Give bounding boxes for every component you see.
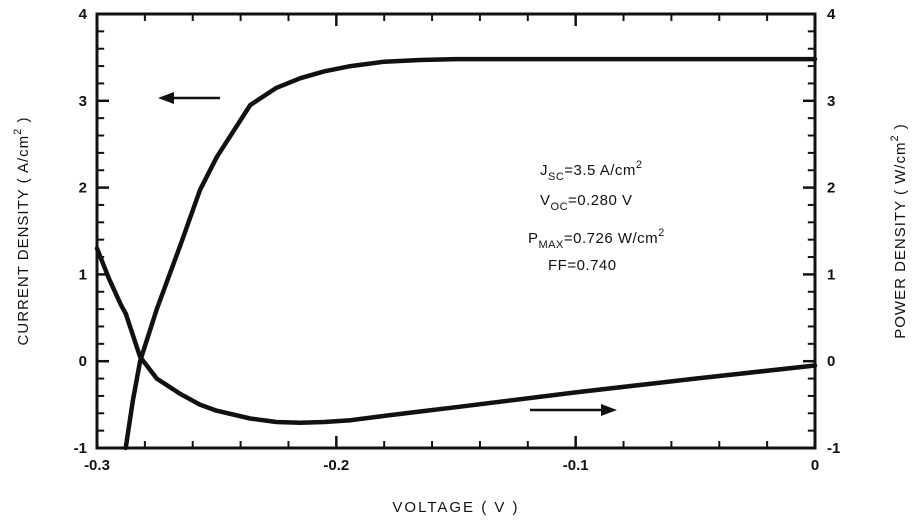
y-tick-label: 4 xyxy=(827,6,836,23)
text-part: 2 xyxy=(636,159,643,171)
x-tick-label: 0 xyxy=(811,457,819,474)
series-line xyxy=(94,246,818,426)
y-tick-label: 2 xyxy=(827,180,835,197)
text-part: P xyxy=(528,230,539,247)
text-part: POWER DENSITY ( W/cm xyxy=(892,142,909,339)
annotation: PMAX=0.726 W/cm2 xyxy=(528,227,665,251)
y-tick-label: 4 xyxy=(79,6,88,23)
y-tick-label: 1 xyxy=(79,266,87,283)
text-part: J xyxy=(540,162,548,179)
text-part: SC xyxy=(548,171,564,183)
text-part: 2 xyxy=(889,134,901,141)
annotation: FF=0.740 xyxy=(548,257,617,274)
y-tick-label: 0 xyxy=(79,353,87,370)
x-axis-label: VOLTAGE ( V ) xyxy=(392,499,519,516)
right-arrow xyxy=(530,404,617,416)
annotation: VOC=0.280 V xyxy=(540,192,632,213)
text-part: MAX xyxy=(539,239,565,251)
y-tick-label: 0 xyxy=(827,353,835,370)
text-part: VOLTAGE ( V ) xyxy=(392,499,519,516)
x-tick-label: -0.1 xyxy=(563,457,589,474)
text-part: OC xyxy=(551,201,569,213)
y2-axis-label: POWER DENSITY ( W/cm2 ) xyxy=(889,123,909,339)
y-tick-label: -1 xyxy=(74,440,87,457)
text-part: ) xyxy=(15,117,32,128)
text-part: V xyxy=(540,192,551,209)
text-part: CURRENT DENSITY ( A/cm xyxy=(15,135,32,346)
y-tick-label: 1 xyxy=(827,266,835,283)
text-part: =3.5 A/cm xyxy=(564,162,636,179)
y-axis-label: CURRENT DENSITY ( A/cm2 ) xyxy=(12,117,32,346)
text-part: ) xyxy=(892,123,909,134)
text-part: 2 xyxy=(12,128,24,135)
x-tick-label: -0.2 xyxy=(323,457,349,474)
left-arrow xyxy=(158,92,220,104)
y-tick-label: 2 xyxy=(79,180,87,197)
annotation: JSC=3.5 A/cm2 xyxy=(540,159,643,183)
text-part: FF=0.740 xyxy=(548,257,617,274)
y-tick-label: -1 xyxy=(827,440,840,457)
x-tick-label: -0.3 xyxy=(84,457,110,474)
series-line xyxy=(123,56,818,451)
text-part: 2 xyxy=(658,227,665,239)
text-part: =0.726 W/cm xyxy=(564,230,658,247)
plot-frame xyxy=(95,12,817,450)
y-tick-label: 3 xyxy=(79,93,87,110)
text-part: =0.280 V xyxy=(568,192,632,209)
y-tick-label: 3 xyxy=(827,93,835,110)
